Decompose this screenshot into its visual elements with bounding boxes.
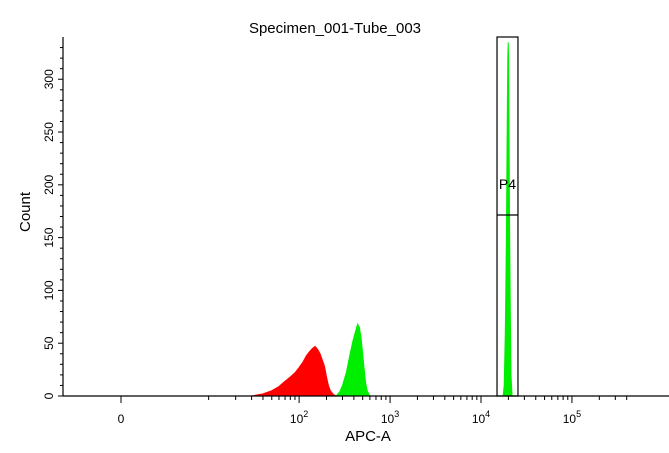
y-tick-label: 0: [42, 392, 56, 399]
y-axis-label: Count: [17, 191, 34, 232]
y-tick-label: 100: [42, 280, 56, 300]
histogram-series-3: [502, 42, 513, 397]
chart-title: Specimen_001-Tube_003: [249, 20, 421, 37]
series-layer: [251, 42, 513, 397]
x-tick-label: 104: [472, 409, 490, 426]
x-tick-label: 103: [381, 409, 399, 426]
x-tick-label: 105: [563, 409, 581, 426]
x-tick-label: 102: [290, 409, 308, 426]
histogram-series-1: [251, 345, 338, 397]
y-tick-label: 300: [42, 69, 56, 89]
x-tick-label: 0: [118, 412, 125, 426]
y-tick-label: 50: [42, 336, 56, 350]
x-axis-label: APC-A: [345, 428, 391, 445]
y-tick-label: 150: [42, 227, 56, 247]
y-tick-label: 250: [42, 122, 56, 142]
histogram-series-2: [334, 322, 372, 397]
gate-p4-label: P4: [499, 176, 516, 192]
y-tick-label: 200: [42, 174, 56, 194]
